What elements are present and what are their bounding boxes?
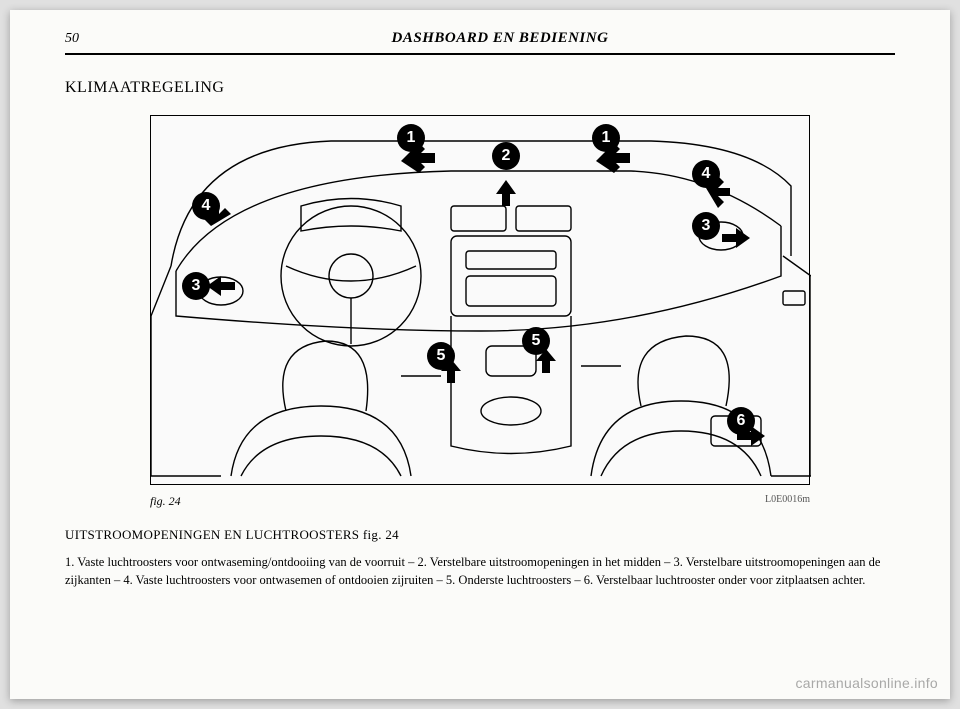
page-header: 50 DASHBOARD EN BEDIENING (65, 30, 895, 55)
callout-1: 1 (592, 124, 620, 152)
figure-code: L0E0016m (765, 494, 810, 509)
callout-3: 3 (182, 272, 210, 300)
body-text: 1. Vaste luchtroosters voor ontwaseming/… (65, 553, 895, 589)
header-title: DASHBOARD EN BEDIENING (105, 30, 895, 47)
callout-4: 4 (192, 192, 220, 220)
callout-2: 2 (492, 142, 520, 170)
callout-5: 5 (427, 342, 455, 370)
subheading: UITSTROOMOPENINGEN EN LUCHTROOSTERS fig.… (65, 527, 895, 543)
callout-6: 6 (727, 407, 755, 435)
callout-5: 5 (522, 327, 550, 355)
page-number: 50 (65, 31, 105, 47)
section-title: KLIMAATREGELING (65, 79, 895, 97)
callout-1: 1 (397, 124, 425, 152)
dashboard-diagram: 1 1 2 4 4 3 3 5 5 6 (150, 115, 810, 485)
watermark: carmanualsonline.info (796, 675, 939, 691)
figure-caption: fig. 24 (150, 494, 181, 509)
callout-4: 4 (692, 160, 720, 188)
callout-3: 3 (692, 212, 720, 240)
manual-page: 50 DASHBOARD EN BEDIENING KLIMAATREGELIN… (10, 10, 950, 699)
figure-caption-row: fig. 24 L0E0016m (150, 494, 810, 509)
figure-container: 1 1 2 4 4 3 3 5 5 6 (65, 115, 895, 490)
